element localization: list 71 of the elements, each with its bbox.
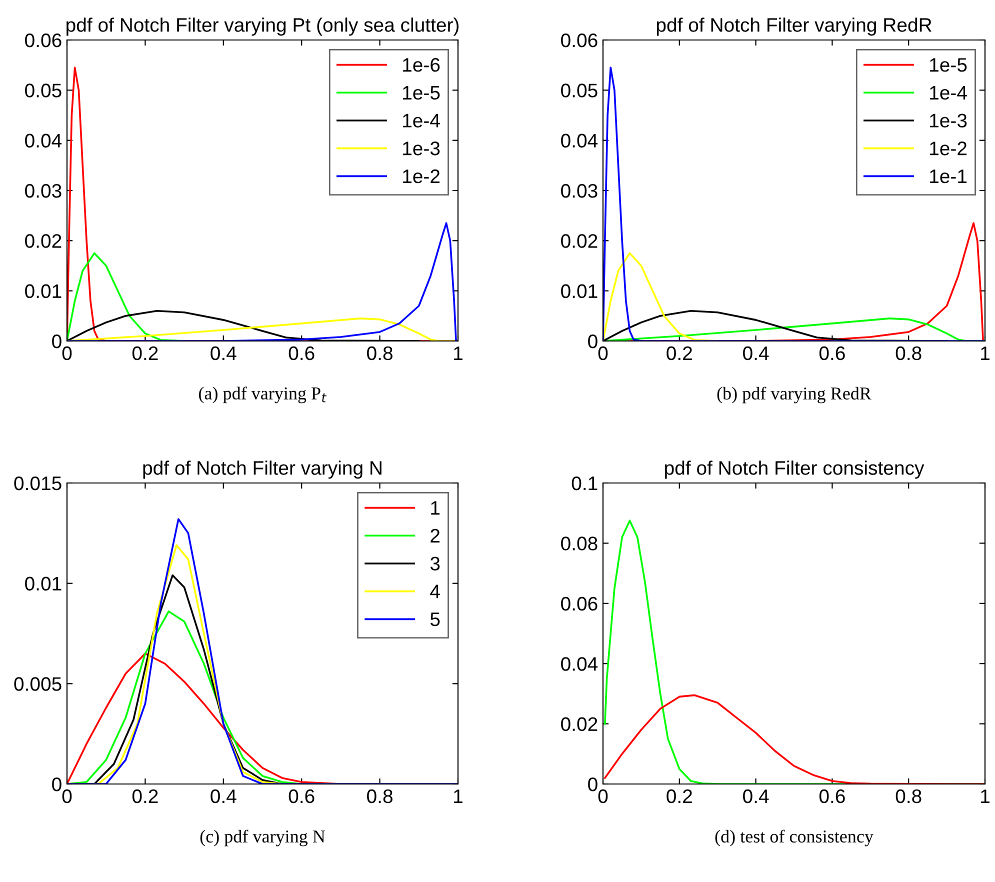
- y-tick-label: 0.03: [25, 184, 62, 198]
- y-tick-label: 0: [588, 777, 598, 792]
- x-tick-label: 1: [981, 346, 990, 360]
- legend-label: 5: [430, 612, 440, 626]
- x-tick-label: 0.6: [819, 789, 845, 804]
- text: (a) pdf varying P$_{t}$: [199, 386, 327, 404]
- legend-label: 1e-2: [403, 169, 440, 184]
- x-tick-label: 0.6: [288, 789, 314, 804]
- x-tick-label: 0.4: [743, 346, 769, 360]
- y-tick-label: 0.02: [561, 717, 598, 732]
- y-tick-label: 0: [588, 334, 598, 348]
- legend-label: 4: [430, 584, 440, 598]
- x-tick-label: 0.8: [367, 789, 392, 804]
- y-tick-label: 0.06: [561, 33, 598, 48]
- text: (b) pdf varying RedR: [717, 386, 872, 404]
- x-tick-label: 0.4: [743, 789, 769, 804]
- x-tick-label: 0.4: [210, 789, 236, 804]
- y-tick-label: 0.005: [14, 677, 62, 691]
- y-tick-label: 0.03: [561, 184, 598, 198]
- y-tick-label: 0.02: [25, 234, 62, 248]
- y-tick-label: 0.04: [561, 657, 598, 671]
- x-tick-label: 1: [454, 790, 462, 803]
- x-tick-label: 0.6: [819, 346, 845, 360]
- chart-title: pdf of Notch Filter varying N: [143, 460, 382, 479]
- x-tick-label: 0.2: [666, 789, 692, 804]
- legend-label: 1e-6: [403, 58, 440, 72]
- chart-title: pdf of Notch Filter consistency: [665, 460, 924, 479]
- y-tick-label: 0.02: [561, 234, 598, 248]
- legend-label: 1e-4: [403, 114, 440, 128]
- y-tick-label: 0.04: [25, 134, 62, 148]
- legend-label: 1: [431, 501, 440, 515]
- y-tick-label: 0.05: [561, 84, 598, 98]
- legend-label: 1e-1: [930, 170, 967, 184]
- text: (c) pdf varying N: [200, 830, 326, 846]
- legend-label: 1e-3: [403, 142, 440, 156]
- legend-label: 1e-5: [403, 86, 440, 100]
- x-tick-label: 0.6: [288, 346, 314, 360]
- x-tick-label: 0.2: [132, 346, 158, 360]
- legend-label: 2: [430, 528, 440, 542]
- legend-label: 1e-2: [930, 142, 967, 156]
- x-tick-label: 0: [598, 346, 608, 360]
- legend-label: 1e-3: [930, 114, 967, 128]
- x-tick-label: 0.2: [132, 789, 158, 804]
- x-tick-label: 0.8: [896, 346, 922, 360]
- y-tick-label: 0.06: [25, 33, 62, 48]
- y-tick-label: 0.08: [561, 536, 598, 550]
- y-tick-label: 0.04: [561, 134, 598, 148]
- legend-label: 3: [430, 556, 440, 570]
- y-tick-label: 0: [52, 334, 62, 348]
- text: (d) test of consistency: [715, 830, 874, 846]
- x-tick-label: 1: [454, 346, 462, 360]
- y-tick-label: 0: [52, 777, 62, 792]
- x-tick-label: 0.2: [666, 346, 692, 360]
- legend-label: 1e-5: [930, 58, 967, 72]
- y-tick-label: 0.01: [561, 284, 598, 298]
- legend-label: 1e-4: [930, 86, 967, 100]
- x-tick-label: 0: [598, 789, 608, 804]
- y-tick-label: 0.01: [25, 576, 62, 591]
- x-tick-label: 0: [62, 789, 72, 804]
- x-tick-label: 0.4: [210, 346, 236, 360]
- chart-title: pdf of Notch Filter varying RedR: [656, 18, 932, 36]
- x-tick-label: 1: [981, 790, 990, 803]
- x-tick-label: 0: [62, 346, 72, 360]
- y-tick-label: 0.1: [572, 476, 598, 490]
- y-tick-label: 0.015: [14, 476, 62, 490]
- x-tick-label: 0.8: [896, 789, 922, 804]
- y-tick-label: 0.06: [561, 596, 598, 611]
- x-tick-label: 0.8: [367, 346, 392, 360]
- chart-title: pdf of Notch Filter varying Pt (only sea clutter): [66, 18, 459, 36]
- y-tick-label: 0.01: [25, 284, 62, 298]
- y-tick-label: 0.05: [25, 84, 62, 98]
